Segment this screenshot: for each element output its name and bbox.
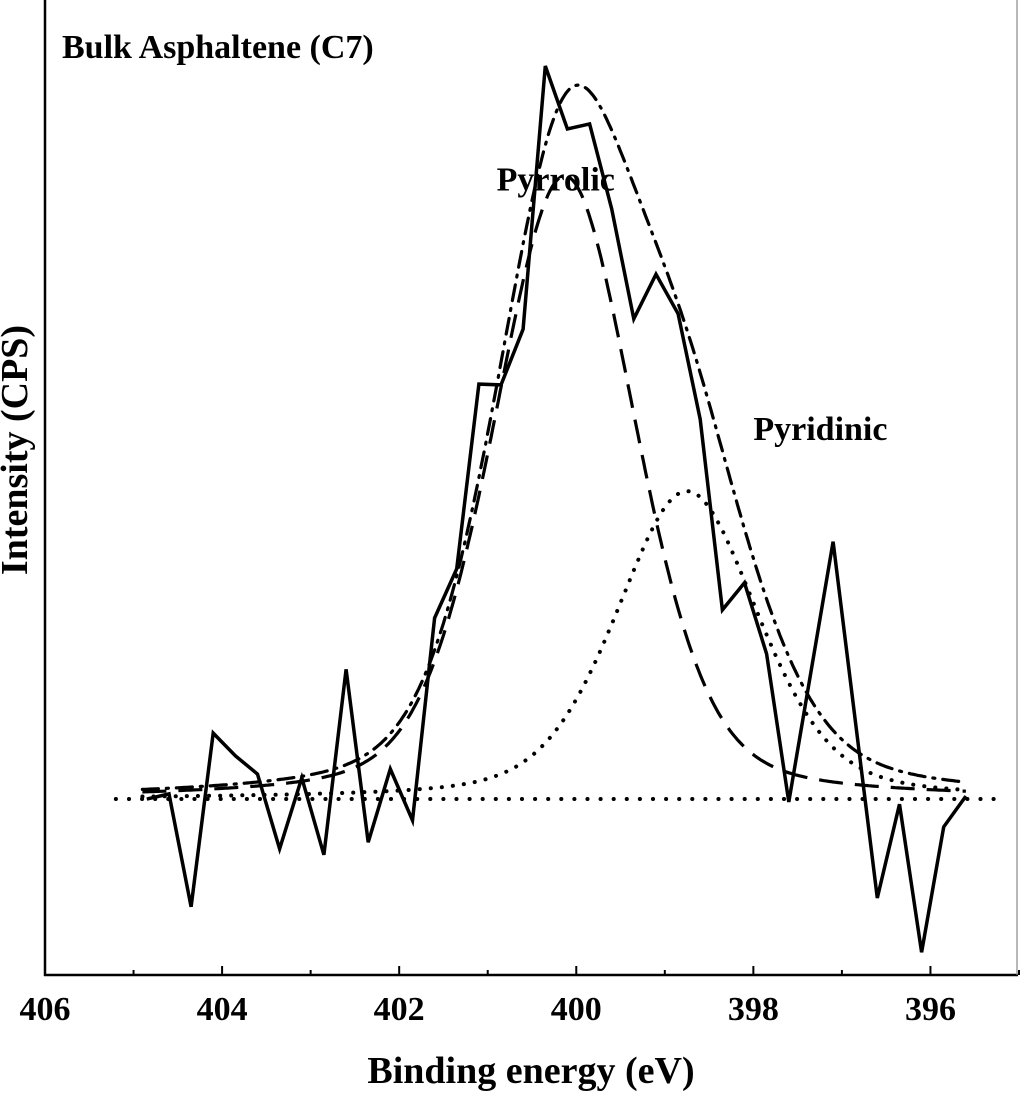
chart-title: Bulk Asphaltene (C7) [62,29,374,66]
annotation-pyrrolic: Pyrrolic [497,162,615,199]
x-tick-label: 402 [374,991,425,1028]
series [113,65,1004,953]
y-axis-label: Intensity (CPS) [0,325,36,575]
x-tick-label: 406 [20,991,71,1028]
envelope-fit-line [140,83,968,792]
x-tick-label: 396 [905,991,956,1028]
measured-spectrum-line [146,65,968,953]
annotation-pyridinic: Pyridinic [753,411,887,448]
x-axis-label: Binding energy (eV) [367,1050,694,1092]
pyrrolic-component-line [142,174,966,794]
axes [43,0,1018,977]
pyridinic-component-line [140,489,968,799]
x-ticks [44,966,1020,975]
x-tick-label: 404 [197,991,248,1028]
x-tick-label: 400 [551,991,602,1028]
x-tick-labels: 406 404 402 400 398 396 [20,991,956,1028]
x-tick-label: 398 [728,991,779,1028]
